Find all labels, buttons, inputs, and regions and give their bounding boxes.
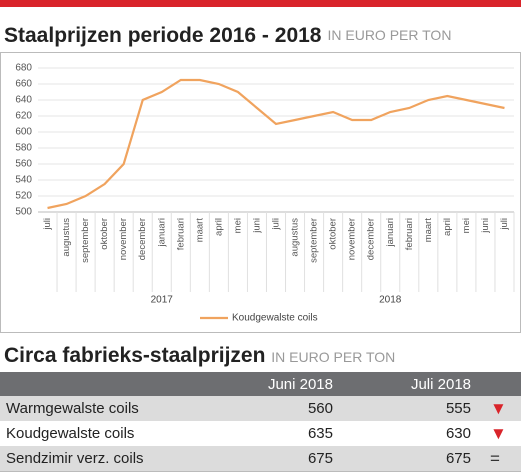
- header-cell: Juli 2018: [410, 376, 471, 393]
- x-tick-label: april: [213, 218, 224, 236]
- header-bar: [0, 0, 521, 7]
- x-tick-label: maart: [423, 218, 434, 243]
- table-title-text: Circa fabrieks-staalprijzen: [4, 344, 266, 367]
- x-tick-label: februari: [404, 218, 415, 250]
- y-tick-label: 680: [15, 63, 32, 74]
- chart-title: Staalprijzen periode 2016 - 2018 IN EURO …: [4, 24, 451, 47]
- x-tick-label: mei: [461, 218, 472, 233]
- table-row: Koudgewalste coils 635 630 ▼: [0, 421, 521, 447]
- x-tick-label: mei: [232, 218, 243, 233]
- cell-value: 675: [307, 450, 333, 467]
- x-tick-label: april: [442, 218, 453, 236]
- x-tick-label: januari: [156, 218, 167, 248]
- x-tick-label: september: [309, 218, 320, 263]
- y-tick-label: 600: [15, 127, 32, 138]
- x-tick-label: juli: [271, 218, 282, 231]
- title-text: Staalprijzen periode 2016 - 2018: [4, 24, 322, 47]
- x-tick-label: november: [118, 218, 129, 260]
- x-tick-label: november: [347, 218, 358, 260]
- x-tick-label: december: [366, 218, 377, 260]
- x-tick-label: januari: [385, 218, 396, 248]
- year-label: 2018: [379, 295, 402, 306]
- trend-indicator: ▼: [490, 399, 507, 418]
- y-tick-label: 620: [15, 111, 32, 122]
- y-tick-label: 560: [15, 159, 32, 170]
- cell-value: 635: [307, 425, 333, 442]
- x-tick-label: december: [137, 218, 148, 260]
- line: [47, 78, 505, 210]
- y-tick-label: 520: [15, 191, 32, 202]
- cell-value: 675: [445, 450, 471, 467]
- subtitle: IN EURO PER TON: [327, 27, 451, 43]
- cell-value: 555: [445, 400, 471, 417]
- table-subtitle: IN EURO PER TON: [271, 349, 396, 365]
- year-label: 2017: [151, 295, 174, 306]
- chart-frame: [0, 52, 521, 333]
- y-tick-label: 660: [15, 79, 32, 90]
- x-tick-label: oktober: [328, 218, 339, 250]
- cell-value: 560: [307, 400, 333, 417]
- y-tick-label: 500: [15, 207, 32, 218]
- x-tick-label: oktober: [99, 218, 110, 250]
- x-tick-label: februari: [175, 218, 186, 250]
- x-tick-label: augustus: [290, 218, 301, 257]
- x-tick-label: juni: [480, 218, 491, 234]
- legend-label: Koudgewalste coils: [232, 313, 318, 324]
- x-tick-label: juli: [42, 218, 53, 231]
- cell-value: 630: [445, 425, 471, 442]
- x-tick-label: maart: [194, 218, 205, 243]
- trend-indicator: ▼: [490, 424, 507, 443]
- row-label: Warmgewalste coils: [6, 400, 139, 417]
- trend-indicator: =: [490, 449, 500, 468]
- row-label: Sendzimir verz. coils: [6, 450, 144, 467]
- y-tick-label: 580: [15, 143, 32, 154]
- y-tick-label: 540: [15, 175, 32, 186]
- chart: Staalprijzen periode 2016 - 2018 IN EURO …: [0, 24, 521, 333]
- header-cell: Juni 2018: [267, 376, 333, 393]
- x-tick-label: augustus: [61, 218, 72, 257]
- x-tick-label: juni: [251, 218, 262, 234]
- table-title: Circa fabrieks-staalprijzen IN EURO PER …: [4, 344, 395, 368]
- row-label: Koudgewalste coils: [6, 425, 135, 442]
- table-row: Sendzimir verz. coils 675 675 =: [0, 446, 521, 472]
- y-tick-label: 640: [15, 95, 32, 106]
- x-tick-label: juli: [499, 218, 510, 231]
- table-row: Warmgewalste coils 560 555 ▼: [0, 396, 521, 422]
- table-header: Juni 2018 Juli 2018: [0, 372, 521, 397]
- x-tick-label: september: [80, 218, 91, 263]
